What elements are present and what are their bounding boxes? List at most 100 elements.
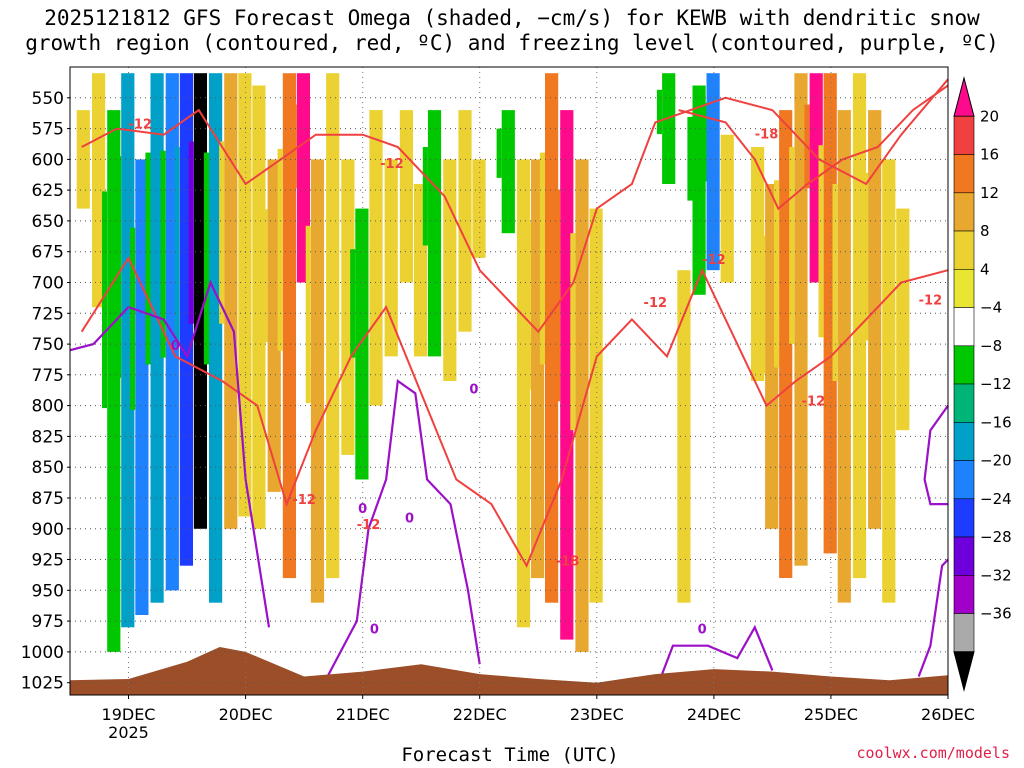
omega-band — [837, 110, 851, 603]
omega-band-edge — [656, 89, 662, 135]
colorbar-label: −4 — [980, 299, 1002, 317]
omega-band — [501, 110, 515, 234]
contour-label-red: -12 — [644, 296, 668, 311]
colorbar-segment — [953, 192, 975, 232]
omega-band-edge — [160, 150, 166, 358]
colorbar-segment — [953, 154, 975, 194]
contour-label-red: -18 — [755, 127, 779, 142]
terrain-layer — [70, 647, 948, 695]
omega-band-edge — [863, 172, 869, 341]
omega-band — [341, 159, 355, 455]
omega-band — [720, 134, 734, 283]
freezing-level-loop — [326, 379, 481, 678]
y-tick-label: 650 — [32, 212, 64, 232]
colorbar-segment — [953, 498, 975, 538]
omega-band — [209, 73, 223, 603]
y-tick-label: 925 — [32, 551, 64, 571]
y-tick-label: 800 — [32, 397, 64, 417]
colorbar-bottom-arrow — [953, 651, 975, 692]
omega-band — [427, 110, 442, 357]
y-tick-label: 950 — [32, 581, 64, 601]
omega-band — [326, 73, 340, 579]
contour-minus12-lower — [80, 255, 949, 568]
omega-band — [706, 73, 720, 271]
y-tick-label: 700 — [32, 274, 64, 294]
omega-band — [92, 73, 106, 308]
y-tick-label: 775 — [32, 366, 64, 386]
x-tick-label: 26DEC — [921, 705, 975, 724]
omega-band-edge — [130, 227, 136, 410]
omega-band — [135, 159, 149, 615]
colorbar-label: 12 — [980, 184, 999, 202]
contour-label-purple: 0 — [370, 622, 379, 637]
chart-title-line-1: 2025121812 GFS Forecast Omega (shaded, −… — [44, 6, 980, 30]
omega-band-edge — [525, 222, 531, 390]
contour-label-red: -12 — [357, 518, 381, 533]
x-tick-label: 19DEC — [102, 705, 156, 724]
colorbar-label: −28 — [980, 528, 1012, 546]
y-tick-label: 825 — [32, 427, 64, 447]
omega-band — [121, 73, 135, 628]
omega-band — [472, 159, 486, 258]
omega-band — [193, 73, 207, 529]
contour-label-purple: 0 — [358, 502, 367, 517]
contour-label-red: -12 — [919, 294, 943, 309]
omega-band — [794, 73, 808, 566]
x-tick-label: 20DEC — [219, 705, 273, 724]
omega-band-edge — [116, 156, 122, 378]
colorbar-label: −8 — [980, 337, 1002, 355]
y-tick-label: 675 — [32, 243, 64, 263]
omega-band — [355, 208, 369, 480]
colorbar-segment — [953, 116, 975, 155]
colorbar-segment — [953, 613, 975, 653]
y-tick-label: 550 — [32, 89, 64, 109]
colorbar-segment — [953, 383, 975, 423]
y-tick-label: 1025 — [21, 674, 64, 694]
freezing-level-line — [69, 279, 271, 628]
omega-band-edge — [188, 141, 194, 324]
omega-band-edge — [102, 191, 108, 409]
colorbar-top-arrow — [953, 76, 975, 117]
omega-band — [238, 73, 252, 517]
omega-band — [896, 208, 910, 431]
contour-label-red: -12 — [802, 395, 826, 410]
omega-band-edge — [760, 235, 766, 374]
contour-label-purple: 0 — [469, 382, 478, 397]
omega-band-edge — [145, 152, 151, 365]
colorbar-label: 4 — [980, 260, 990, 278]
omega-band-edge — [350, 249, 356, 358]
freezing-level-contours — [69, 279, 949, 678]
plot-frame — [69, 66, 949, 696]
colorbar-label: −24 — [980, 490, 1012, 508]
omega-band-edge — [277, 148, 283, 351]
omega-band — [560, 110, 574, 640]
omega-band-edge — [203, 152, 209, 365]
omega-band — [369, 110, 383, 406]
omega-band — [399, 110, 413, 283]
omega-band-edge — [422, 147, 428, 246]
omega-band-edge — [305, 225, 311, 404]
omega-band-edge — [774, 180, 780, 368]
y-tick-label: 575 — [32, 120, 64, 140]
colorbar-label: −16 — [980, 413, 1012, 431]
omega-band-edge — [496, 128, 502, 178]
omega-band-edge — [539, 152, 545, 365]
omega-band — [443, 159, 457, 381]
omega-band-edge — [570, 233, 576, 431]
y-tick-label: 900 — [32, 520, 64, 540]
omega-band — [310, 159, 325, 603]
chart-title-line-2: growth region (contoured, red, ºC) and f… — [25, 31, 999, 55]
credit-link[interactable]: coolwx.com/models — [856, 744, 1010, 762]
omega-band — [589, 208, 603, 603]
contour-label-red: -12 — [702, 253, 726, 268]
contour-label-red: -12 — [380, 157, 404, 172]
omega-band-edge — [789, 147, 795, 344]
omega-band — [545, 73, 559, 603]
omega-band — [282, 73, 296, 579]
omega-band — [76, 110, 90, 209]
contour-label-purple: 0 — [405, 512, 414, 527]
omega-band-edge — [687, 116, 693, 201]
colorbar-segment — [953, 421, 975, 461]
